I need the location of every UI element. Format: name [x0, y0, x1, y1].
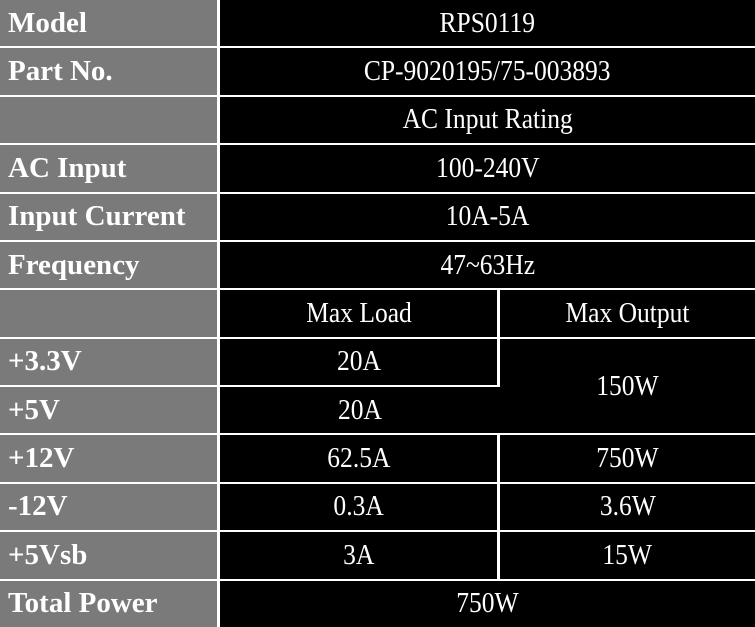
value-part-no: CP-9020195/75-003893: [364, 55, 611, 88]
output-5vsb: 15W: [602, 538, 653, 571]
value-total-power: 750W: [456, 587, 519, 620]
row-input-current: Input Current 10A-5A: [0, 193, 755, 242]
header-max-load: Max Load: [305, 296, 412, 329]
value-input-current: 10A-5A: [445, 200, 530, 233]
label-total-power: Total Power: [0, 580, 220, 627]
label-model: Model: [0, 0, 220, 49]
label-empty: [0, 290, 220, 339]
output-3v3-5v: 150W: [596, 369, 659, 402]
value-model: RPS0119: [439, 6, 536, 39]
row-ac-input: AC Input 100-240V: [0, 145, 755, 194]
value-frequency: 47~63Hz: [440, 248, 535, 281]
row-total-power: Total Power 750W: [0, 580, 755, 627]
label-12v: +12V: [0, 435, 220, 484]
label-ac-input: AC Input: [0, 145, 220, 194]
label-part-no: Part No.: [0, 48, 220, 97]
label-3v3: +3.3V: [0, 338, 220, 387]
label-5v: +5V: [0, 387, 220, 436]
load-neg12v: 0.3A: [333, 490, 384, 523]
row-ac-rating: AC Input Rating: [0, 96, 755, 146]
row-frequency: Frequency 47~63Hz: [0, 241, 755, 291]
row-model: Model RPS0119: [0, 0, 755, 49]
output-neg12v: 3.6W: [599, 490, 656, 523]
row-12v: +12V 62.5A 750W: [0, 435, 755, 484]
label-frequency: Frequency: [0, 241, 220, 291]
output-12v: 750W: [596, 442, 659, 475]
row-5vsb: +5Vsb 3A 15W: [0, 532, 755, 581]
load-3v3: 20A: [336, 345, 381, 378]
row-3v3: +3.3V 20A 150W: [0, 338, 755, 436]
value-ac-input: 100-240V: [435, 151, 540, 184]
row-part-no: Part No. CP-9020195/75-003893: [0, 48, 755, 97]
load-5v: 20A: [338, 393, 382, 426]
label-5vsb: +5Vsb: [0, 532, 220, 581]
load-5vsb: 3A: [342, 538, 375, 571]
label-neg12v: -12V: [0, 483, 220, 533]
row-neg12v: -12V 0.3A 3.6W: [0, 483, 755, 533]
label-empty: [0, 96, 220, 146]
row-output-header: Max Load Max Output: [0, 290, 755, 339]
load-12v: 62.5A: [326, 442, 391, 475]
header-max-output: Max Output: [565, 296, 690, 329]
row-5v: +5V 20A: [0, 387, 755, 436]
section-ac-input-rating: AC Input Rating: [402, 103, 573, 136]
label-input-current: Input Current: [0, 193, 220, 242]
